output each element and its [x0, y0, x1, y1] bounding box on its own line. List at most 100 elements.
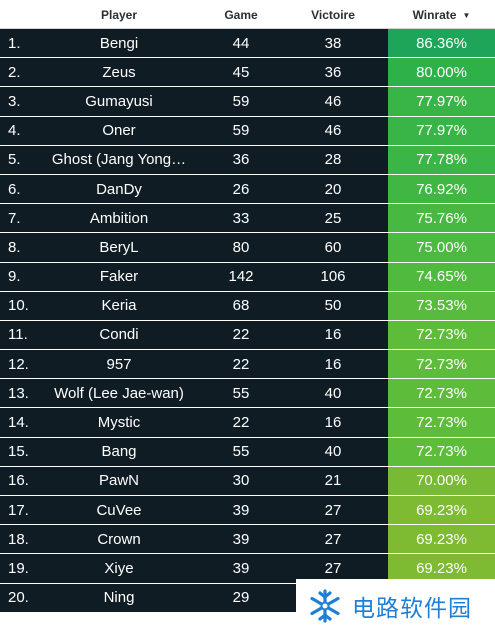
victoire-cell: 46 [324, 122, 342, 140]
table-body: 1. Bengi 44 38 86.36% 2. Zeus 45 36 80.00% 3. Gumay… [0, 29, 495, 613]
game-cell: 22 [232, 326, 250, 344]
game-cell: 22 [232, 414, 250, 432]
winrate-header-label: Winrate [412, 8, 457, 22]
rank-cell: 13. [8, 384, 29, 402]
winrate-cell: 77.97% [388, 116, 495, 145]
winrate-cell: 80.00% [388, 58, 495, 87]
winrate-cell: 77.97% [388, 87, 495, 116]
victoire-cell: 27 [324, 501, 342, 519]
table-row[interactable]: 2. Zeus 45 36 80.00% [0, 58, 495, 88]
table-row[interactable]: 12. 957 22 16 72.73% [0, 350, 495, 380]
winrate-cell: 86.36% [388, 29, 495, 58]
victoire-cell: 36 [324, 63, 342, 81]
table-row[interactable]: 14. Mystic 22 16 72.73% [0, 408, 495, 438]
game-cell: 30 [232, 472, 250, 490]
victoire-cell: 27 [324, 559, 342, 577]
game-cell: 142 [228, 268, 254, 286]
game-cell: 29 [232, 589, 250, 607]
player-cell: Gumayusi [85, 92, 153, 110]
rank-cell: 7. [8, 209, 21, 227]
game-cell: 59 [232, 92, 250, 110]
rank-cell: 1. [8, 34, 21, 52]
table-row[interactable]: 8. BeryL 80 60 75.00% [0, 233, 495, 263]
table-header: Player Game Victoire Winrate ▼ [0, 0, 495, 29]
table-row[interactable]: 19. Xiye 39 27 69.23% [0, 554, 495, 584]
rank-cell: 9. [8, 268, 21, 286]
game-cell: 22 [232, 355, 250, 373]
player-cell: Ghost (Jang Yong… [51, 151, 187, 169]
table-row[interactable]: 4. Oner 59 46 77.97% [0, 116, 495, 146]
game-cell: 39 [232, 559, 250, 577]
rank-cell: 19. [8, 559, 29, 577]
player-cell: Keria [101, 297, 137, 315]
column-header-game[interactable]: Game [224, 8, 258, 22]
player-cell: Ning [103, 589, 135, 607]
winrate-cell: 75.76% [388, 204, 495, 233]
victoire-cell: 21 [324, 472, 342, 490]
winrate-cell: 72.73% [388, 320, 495, 350]
victoire-cell: 16 [324, 326, 342, 344]
player-cell: DanDy [96, 180, 142, 198]
winrate-cell: 72.73% [388, 350, 495, 379]
rank-cell: 15. [8, 443, 29, 461]
table-row[interactable]: 17. CuVee 39 27 69.23% [0, 496, 495, 526]
victoire-cell: 28 [324, 151, 342, 169]
rank-cell: 2. [8, 63, 21, 81]
table-row[interactable]: 7. Ambition 33 25 75.76% [0, 204, 495, 234]
table-row[interactable]: 1. Bengi 44 38 86.36% [0, 29, 495, 59]
game-cell: 68 [232, 297, 250, 315]
player-cell: Crown [97, 530, 141, 548]
rank-cell: 4. [8, 122, 21, 140]
table-row[interactable]: 13. Wolf (Lee Jae-wan) 55 40 72.73% [0, 379, 495, 409]
victoire-cell: 38 [324, 34, 342, 52]
winrate-cell: 75.00% [388, 233, 495, 262]
table-row[interactable]: 6. DanDy 26 20 76.92% [0, 174, 495, 205]
victoire-cell: 40 [324, 384, 342, 402]
table-row[interactable]: 11. Condi 22 16 72.73% [0, 320, 495, 351]
winrate-cell: 69.23% [388, 554, 495, 583]
table-row[interactable]: 9. Faker 142 106 74.65% [0, 262, 495, 292]
game-cell: 39 [232, 501, 250, 519]
table-row[interactable]: 16. PawN 30 21 70.00% [0, 466, 495, 496]
player-cell: Oner [102, 122, 136, 140]
table-row[interactable]: 15. Bang 55 40 72.73% [0, 437, 495, 467]
rank-cell: 6. [8, 180, 21, 198]
victoire-cell: 60 [324, 238, 342, 256]
winrate-cell: 72.73% [388, 379, 495, 408]
table-row[interactable]: 18. Crown 39 27 69.23% [0, 525, 495, 555]
table-row[interactable]: 3. Gumayusi 59 46 77.97% [0, 87, 495, 117]
table-row[interactable]: 5. Ghost (Jang Yong… 36 28 77.78% [0, 145, 495, 175]
player-cell: CuVee [96, 501, 142, 519]
player-cell: Bang [101, 443, 137, 461]
column-header-victoire[interactable]: Victoire [311, 8, 355, 22]
victoire-cell: 50 [324, 297, 342, 315]
snowflake-logo-icon [310, 588, 340, 623]
player-cell: PawN [98, 472, 139, 490]
victoire-cell: 106 [320, 268, 346, 286]
game-cell: 36 [232, 151, 250, 169]
sort-desc-icon: ▼ [462, 11, 471, 20]
player-cell: Condi [99, 326, 139, 344]
winrate-cell: 72.73% [388, 408, 495, 437]
winrate-cell: 70.00% [388, 466, 495, 495]
rank-cell: 8. [8, 238, 21, 256]
game-cell: 26 [232, 180, 250, 198]
winrate-cell: 69.23% [388, 496, 495, 525]
victoire-cell: 27 [324, 530, 342, 548]
victoire-cell: 25 [324, 209, 342, 227]
column-header-winrate[interactable]: Winrate ▼ [388, 0, 495, 28]
game-cell: 45 [232, 63, 250, 81]
player-cell: Ambition [89, 209, 149, 227]
player-cell: Xiye [104, 559, 134, 577]
column-header-player[interactable]: Player [100, 8, 138, 22]
watermark-text: 电路软件园 [352, 595, 472, 622]
rank-cell: 5. [8, 151, 21, 169]
winrate-cell: 76.92% [388, 174, 495, 204]
game-cell: 80 [232, 238, 250, 256]
victoire-cell: 46 [324, 92, 342, 110]
rank-cell: 12. [8, 355, 29, 373]
table-row[interactable]: 10. Keria 68 50 73.53% [0, 291, 495, 321]
rank-cell: 3. [8, 92, 21, 110]
rank-cell: 17. [8, 501, 29, 519]
victoire-cell: 20 [324, 180, 342, 198]
